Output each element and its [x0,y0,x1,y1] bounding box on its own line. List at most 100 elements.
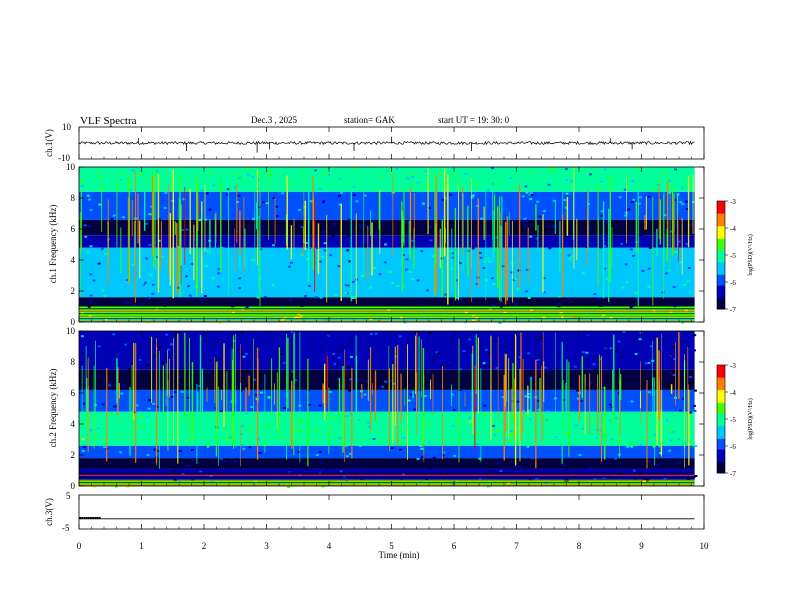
p2-colorbar-cell [717,265,725,269]
p3-noise-cell [358,461,362,464]
p3-noise-cell [440,364,444,367]
p2-colorbar-cell [717,303,725,306]
p3-noise-cell [490,356,494,359]
p2-noise-cell [546,269,550,272]
p3-noise-cell [535,477,539,480]
p2-noise-cell [104,252,108,255]
p2-noise-cell [486,179,490,182]
p3-noise-cell [155,367,159,370]
p3-noise-cell [606,455,610,458]
p2-noise-cell [524,185,528,188]
p2-noise-cell [482,266,486,269]
p3-noise-cell [331,451,335,454]
p3-noise-cell [279,378,283,381]
p2-noise-cell [639,196,643,199]
p3-noise-cell [649,345,653,348]
p2-noise-cell [167,301,171,304]
p2-noise-cell [385,169,389,172]
p2-noise-cell [105,230,109,233]
p3-noise-cell [201,378,205,381]
p2-noise-cell [252,217,256,220]
p3-noise-cell [593,478,597,481]
p3-noise-cell [384,380,388,383]
p2-noise-cell [643,192,647,195]
p3-noise-cell [272,352,276,355]
p3-noise-cell [360,478,364,481]
p2-noise-cell [237,194,241,197]
p3-noise-cell [527,355,531,358]
p2-noise-cell [322,200,326,203]
p2-noise-cell [92,279,96,282]
p2-noise-cell [399,316,403,319]
p2-noise-cell [557,302,561,305]
time-axis-ticks: 0 1 2 3 4 5 6 7 8 9 10 [77,127,709,551]
p3-noise-cell [142,461,146,464]
p2-noise-cell [232,311,236,314]
p3-noise-cell [619,336,623,339]
p2-noise-cell [262,201,266,204]
p3-noise-cell [346,458,350,461]
p2-colorbar-cell [717,291,725,294]
p2-noise-cell [263,296,267,299]
p3-noise-cell [593,407,597,410]
p3-noise-cell [549,368,553,371]
p2-noise-cell [669,230,673,233]
p2-noise-cell [548,167,552,170]
p3-noise-cell [392,382,396,385]
p2-noise-cell [101,298,105,301]
p3-noise-cell [302,341,306,344]
p3-colorbar-cell [717,368,725,371]
p3-noise-cell [79,338,83,341]
p2-noise-cell [474,299,478,302]
p2-band [79,191,695,220]
p2-noise-cell [551,225,555,228]
p3-noise-cell [508,440,512,443]
p2-noise-cell [179,169,183,172]
p2-noise-cell [403,232,407,235]
p2-noise-cell [120,173,124,176]
p3-noise-cell [593,415,597,418]
p2-noise-cell [676,193,680,196]
p3-noise-cell [279,447,283,450]
p2-colorbar-cell [717,271,725,274]
p3-noise-cell [444,451,448,454]
p3-noise-cell [252,380,256,383]
p3-noise-cell [626,445,630,448]
p3-noise-cell [219,377,223,380]
p3-noise-cell [572,475,576,478]
p3-noise-cell [190,448,194,451]
p2-noise-cell [609,241,613,244]
p2-band [79,297,695,307]
p3-noise-cell [191,478,195,481]
p2-colorbar-cell [717,211,725,215]
p3-noise-cell [209,446,213,449]
p3-noise-cell [416,458,420,461]
p3-noise-cell [595,437,599,440]
p2-noise-cell [226,193,230,196]
p3-noise-cell [692,404,696,407]
p2-noise-cell [510,271,514,274]
p2-noise-cell [129,272,133,275]
p3-noise-cell [630,445,634,448]
p3-noise-cell [591,419,595,422]
p3-noise-cell [642,480,646,483]
p2-colorbar-cell [717,262,725,265]
p2-noise-cell [548,247,552,250]
p2-noise-cell [305,315,309,318]
p3-noise-cell [535,338,539,341]
p3-band [79,389,695,412]
p2-noise-cell [632,198,636,201]
p3-colorbar-tick-label: -5 [730,416,736,424]
p2-noise-cell [124,302,128,305]
p3-noise-cell [280,353,284,356]
p3-noise-cell [496,462,500,465]
p2-noise-cell [409,184,413,187]
p2-noise-cell [565,299,569,302]
p3-noise-cell [291,433,295,436]
p2-noise-cell [672,286,676,289]
p3-noise-cell [488,365,492,368]
p3-noise-cell [332,352,336,355]
p2-noise-cell [352,194,356,197]
p3-noise-cell [399,440,403,443]
p2-noise-cell [600,210,604,213]
